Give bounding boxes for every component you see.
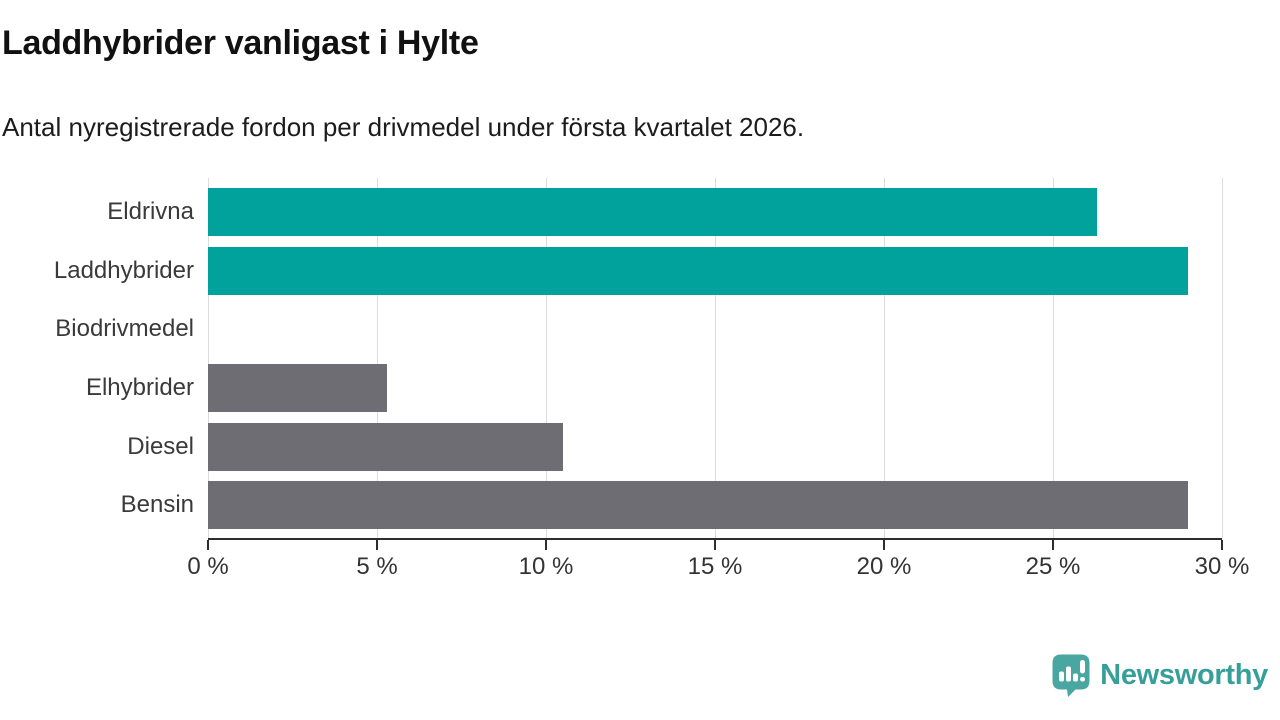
x-tick-0 [207, 540, 209, 550]
x-tick-label-20: 20 % [856, 553, 912, 580]
bar-laddhybrider [208, 246, 1189, 295]
x-tick-10 [545, 540, 547, 550]
plot-area [208, 178, 1223, 540]
x-tick-label-0: 0 % [187, 553, 229, 580]
category-label-elhybrider: Elhybrider [85, 374, 194, 401]
gridline-30 [1222, 178, 1223, 538]
x-tick-25 [1052, 540, 1054, 550]
gridline-15 [715, 178, 716, 538]
newsworthy-logo-text: Newsworthy [1100, 659, 1268, 691]
category-label-biodrivmedel: Biodrivmedel [55, 315, 194, 343]
x-tick-label-30: 30 % [1194, 553, 1250, 580]
category-label-eldrivna: Eldrivna [107, 198, 194, 225]
x-tick-15 [714, 540, 716, 550]
x-tick-30 [1221, 540, 1223, 550]
chart-title: Laddhybrider vanligast i Hylte [2, 24, 479, 62]
gridline-25 [1053, 178, 1054, 538]
chart-subtitle: Antal nyregistrerade fordon per drivmede… [2, 112, 805, 142]
x-tick-label-25: 25 % [1025, 553, 1081, 580]
gridline-10 [546, 178, 547, 538]
x-tick-5 [376, 540, 378, 550]
x-tick-label-15: 15 % [687, 553, 743, 580]
bar-elhybrider [208, 364, 388, 412]
bar-diesel [208, 422, 563, 471]
newsworthy-branding: Newsworthy [1051, 653, 1268, 698]
category-label-diesel: Diesel [127, 432, 194, 460]
newsworthy-logo-icon [1052, 654, 1090, 697]
category-labels: Eldrivna Laddhybrider Biodrivmedel Elhybrid… [0, 178, 194, 538]
category-label-bensin: Bensin [120, 491, 194, 519]
gridline-20 [884, 178, 885, 538]
category-label-laddhybrider: Laddhybrider [53, 256, 194, 284]
x-tick-20 [883, 540, 885, 550]
bar-bensin [208, 481, 1189, 530]
gridline-5 [377, 178, 378, 538]
x-axis: 0 % 5 % 10 % 15 % 20 % 25 % 30 % [187, 540, 1249, 584]
bar-eldrivna [208, 188, 1097, 236]
x-tick-label-10: 10 % [518, 553, 574, 580]
x-tick-label-5: 5 % [356, 553, 398, 580]
gridline-0 [208, 178, 209, 538]
